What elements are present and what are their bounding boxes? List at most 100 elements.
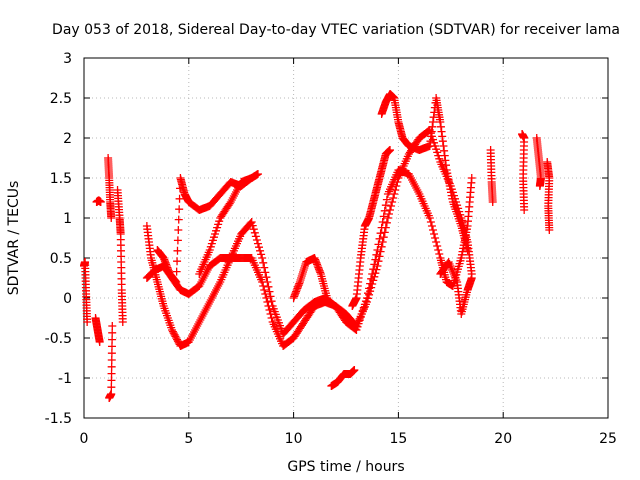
data-point xyxy=(391,186,400,194)
data-point xyxy=(256,246,265,255)
x-tick-label: 25 xyxy=(599,431,617,447)
x-axis-label: GPS time / hours xyxy=(287,459,404,475)
data-point xyxy=(449,270,458,278)
data-point xyxy=(433,242,442,250)
data-point xyxy=(376,247,385,256)
data-point xyxy=(435,250,444,258)
y-tick-label: 0.5 xyxy=(50,251,72,267)
x-tick-label: 20 xyxy=(494,431,512,447)
y-tick-label: 1.5 xyxy=(50,171,72,187)
data-point xyxy=(175,205,184,214)
series-trace-f xyxy=(113,186,127,326)
data-point xyxy=(389,194,398,202)
data-point xyxy=(367,283,376,292)
data-point xyxy=(372,265,381,274)
data-point xyxy=(252,236,261,244)
data-point xyxy=(251,232,260,241)
data-point xyxy=(173,257,182,266)
data-point xyxy=(174,226,183,234)
data-point xyxy=(383,214,392,222)
data-point xyxy=(174,215,183,224)
data-point xyxy=(463,246,472,254)
data-point xyxy=(215,280,224,288)
x-tick-label: 10 xyxy=(285,431,303,447)
data-point xyxy=(428,226,437,234)
series-trace-a xyxy=(80,258,92,326)
x-tick-label: 5 xyxy=(184,431,193,447)
data-point xyxy=(387,202,396,210)
series-trace-j xyxy=(195,174,256,278)
series-trace-l xyxy=(327,366,359,390)
y-tick-label: 3 xyxy=(63,51,72,67)
data-point xyxy=(107,369,116,378)
data-point xyxy=(266,292,275,301)
data-point xyxy=(107,356,116,364)
data-point xyxy=(107,376,116,385)
data-point xyxy=(378,238,387,246)
data-point xyxy=(108,322,117,330)
data-point xyxy=(467,174,476,182)
data-point xyxy=(451,274,460,282)
data-point xyxy=(446,262,455,270)
data-point xyxy=(323,294,332,302)
data-point xyxy=(488,198,497,206)
data-point xyxy=(173,236,182,245)
data-point xyxy=(373,262,382,270)
data-point xyxy=(448,266,457,274)
data-point xyxy=(173,246,182,255)
series-trace-d xyxy=(104,154,116,222)
data-point xyxy=(377,242,386,251)
data-point xyxy=(535,182,544,190)
data-point xyxy=(262,273,271,282)
series-trace-b xyxy=(91,314,104,346)
data-points xyxy=(80,90,554,402)
x-tick-label: 15 xyxy=(389,431,407,447)
series-trace-s xyxy=(543,158,554,234)
data-point xyxy=(371,269,380,278)
data-point xyxy=(365,290,374,299)
data-point xyxy=(426,218,435,226)
data-point xyxy=(431,234,440,242)
data-point xyxy=(265,287,274,296)
data-point xyxy=(108,328,117,337)
data-point xyxy=(250,228,259,237)
data-point xyxy=(384,210,393,218)
series-trace-r xyxy=(532,134,545,190)
data-point xyxy=(96,198,105,206)
chart-title: Day 053 of 2018, Sidereal Day-to-day VTE… xyxy=(52,22,620,38)
data-point xyxy=(369,276,378,285)
data-point xyxy=(248,221,257,230)
series-trace-o xyxy=(436,258,476,318)
data-point xyxy=(378,218,387,226)
axis-ticks: 0 5 10 15 20 25 -1.5 -1 -0.5 0 0.5 1 1.5 2 2.5 3 xyxy=(45,51,617,447)
data-point xyxy=(267,314,276,322)
y-tick-label: -1.5 xyxy=(45,411,72,427)
data-point xyxy=(267,297,276,306)
data-point xyxy=(448,268,457,276)
data-point xyxy=(425,214,434,222)
data-point xyxy=(380,206,389,215)
series-trace-q xyxy=(518,130,529,214)
data-point xyxy=(247,218,256,226)
data-point xyxy=(107,390,116,398)
series-trace-k xyxy=(289,254,332,302)
data-point xyxy=(379,233,388,242)
data-point xyxy=(175,194,184,203)
data-point xyxy=(520,206,529,214)
data-point xyxy=(260,286,269,294)
y-tick-label: -0.5 xyxy=(45,331,72,347)
data-point xyxy=(249,225,258,234)
data-point xyxy=(434,246,443,254)
data-point xyxy=(253,239,262,248)
data-point xyxy=(83,318,92,326)
y-axis-label: SDTVAR / TECUs xyxy=(6,181,22,296)
data-point xyxy=(108,335,117,344)
data-point xyxy=(447,264,456,272)
data-point xyxy=(382,195,391,204)
data-point xyxy=(364,294,373,303)
data-point xyxy=(258,254,267,262)
data-point xyxy=(107,342,116,351)
data-point xyxy=(375,252,384,261)
plot-frame xyxy=(83,57,609,419)
